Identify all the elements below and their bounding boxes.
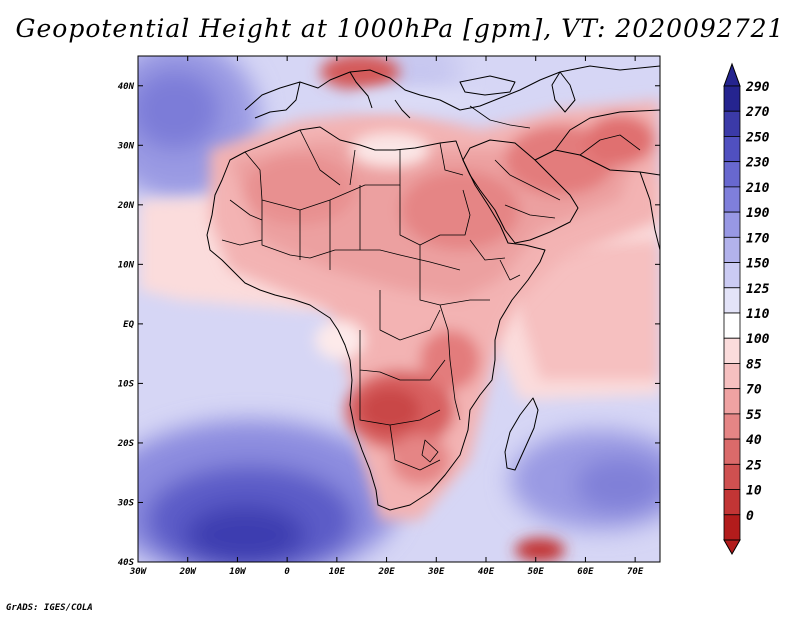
colorbar-swatch	[723, 337, 741, 364]
colorbar-level-label: 10	[746, 484, 762, 499]
colorbar-swatch	[723, 287, 741, 314]
lat-label: 30N	[117, 141, 135, 151]
height-field	[138, 56, 660, 562]
colorbar-level-label: 55	[746, 408, 762, 423]
grads-credit: GrADS: IGES/COLA	[6, 603, 93, 613]
colorbar-swatch	[723, 312, 741, 339]
colorbar-level-label: 210	[745, 181, 770, 196]
map-title: Geopotential Height at 1000hPa [gpm], VT…	[15, 14, 785, 43]
arabia-coastline	[462, 139, 579, 244]
colorbar-level-label: 270	[745, 105, 770, 120]
lon-label: 0	[284, 567, 290, 577]
colorbar-swatch	[723, 489, 741, 516]
madagascar-coastline	[504, 397, 539, 471]
lat-label: 10S	[118, 379, 135, 389]
colorbar-level-label: 100	[746, 332, 770, 347]
lon-label: 50E	[528, 567, 545, 577]
lon-label: 20E	[377, 567, 395, 577]
lon-label: 40E	[478, 567, 495, 577]
colorbar-swatch	[723, 110, 741, 137]
colorbar-level-label: 110	[746, 307, 770, 322]
colorbar-level-label: 125	[746, 282, 770, 297]
africa-coastline	[206, 126, 546, 511]
colorbar-level-label: 0	[746, 509, 754, 524]
colorbar-swatch	[723, 388, 741, 415]
colorbar-swatch	[723, 85, 741, 112]
colorbar-level-label: 190	[746, 206, 770, 221]
lon-label: 70E	[627, 567, 644, 577]
colorbar-level-label: 40	[746, 433, 762, 448]
europe-coastline	[244, 65, 660, 111]
lat-label: 20S	[117, 439, 135, 449]
colorbar-level-label: 290	[745, 80, 770, 95]
lat-label: 40S	[118, 558, 135, 568]
colorbar-level-label: 25	[745, 458, 762, 473]
lat-label: 10N	[118, 260, 135, 270]
colorbar-level-label: 170	[746, 231, 770, 246]
colorbar-swatch	[723, 236, 741, 263]
colorbar-level-label: 230	[745, 156, 770, 171]
lat-label: 30S	[117, 498, 135, 508]
lon-label: 30E	[427, 567, 445, 577]
colorbar-swatch	[723, 413, 741, 440]
lat-label: 20N	[117, 201, 135, 211]
lon-label: 10W	[229, 567, 247, 577]
colorbar-swatch	[723, 186, 741, 213]
colorbar-swatch	[723, 262, 741, 289]
lat-label: 40N	[118, 82, 135, 92]
colorbar-swatch	[723, 211, 741, 238]
colorbar-swatch	[723, 136, 741, 163]
colorbar-top-cap	[723, 62, 741, 87]
colorbar-level-label: 250	[745, 130, 770, 145]
colorbar-swatch	[723, 463, 741, 490]
colorbar-level-label: 70	[746, 383, 762, 398]
colorbar-bottom-cap	[723, 539, 741, 556]
colorbar-swatch	[723, 438, 741, 465]
lon-label: 60E	[577, 567, 594, 577]
lon-label: 20W	[179, 567, 198, 577]
colorbar-swatch	[723, 363, 741, 390]
colorbar-swatch	[723, 161, 741, 188]
map-frame	[137, 55, 661, 563]
colorbar-swatch	[723, 514, 741, 541]
lat-label: EQ	[123, 320, 134, 330]
lon-label: 30W	[129, 567, 148, 577]
colorbar-level-label: 150	[746, 257, 770, 272]
lon-label: 10E	[329, 567, 346, 577]
colorbar-level-label: 85	[746, 357, 762, 372]
